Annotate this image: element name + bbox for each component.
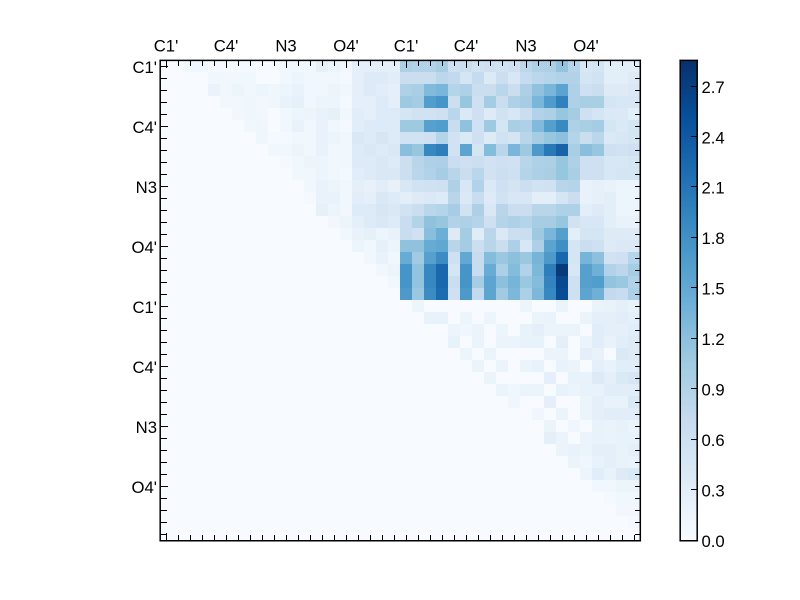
svg-text:2.4: 2.4 [702, 128, 725, 147]
svg-text:O4': O4' [573, 37, 598, 56]
svg-text:0.9: 0.9 [702, 380, 725, 399]
svg-text:C4': C4' [214, 37, 239, 56]
svg-text:N3: N3 [136, 178, 157, 197]
svg-text:O4': O4' [132, 238, 157, 257]
svg-text:N3: N3 [515, 37, 536, 56]
svg-text:0.3: 0.3 [702, 481, 725, 500]
svg-text:C4': C4' [132, 118, 157, 137]
svg-text:2.1: 2.1 [702, 179, 725, 198]
svg-text:C4': C4' [132, 358, 157, 377]
svg-text:0.0: 0.0 [702, 532, 725, 551]
svg-text:2.7: 2.7 [702, 78, 725, 97]
svg-text:O4': O4' [132, 478, 157, 497]
svg-text:N3: N3 [275, 37, 296, 56]
svg-text:C1': C1' [132, 58, 157, 77]
svg-text:1.8: 1.8 [702, 229, 725, 248]
svg-text:0.6: 0.6 [702, 431, 725, 450]
svg-text:C1': C1' [394, 37, 419, 56]
svg-text:C1': C1' [154, 37, 179, 56]
svg-text:O4': O4' [333, 37, 358, 56]
svg-text:C4': C4' [454, 37, 479, 56]
svg-text:C1': C1' [132, 298, 157, 317]
svg-text:1.2: 1.2 [702, 330, 725, 349]
svg-text:1.5: 1.5 [702, 280, 725, 299]
svg-text:N3: N3 [136, 418, 157, 437]
